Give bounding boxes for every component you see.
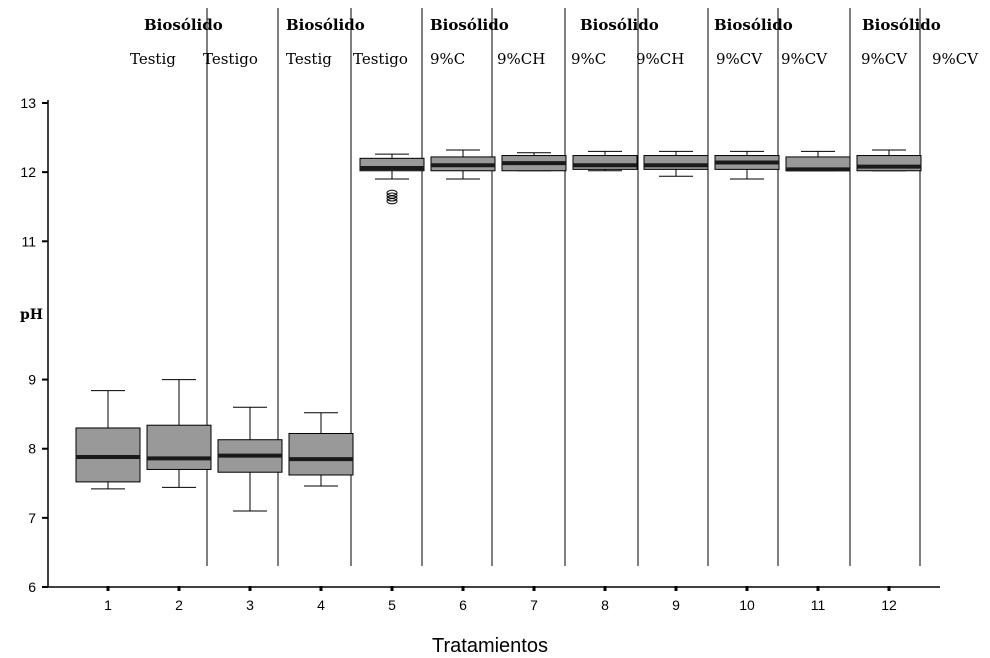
box-5-outlier-3	[386, 192, 398, 199]
box-5-outlier-4	[386, 189, 398, 196]
box-3	[217, 406, 283, 512]
x-tick-label-9: 9	[672, 597, 680, 613]
box-series	[75, 149, 922, 512]
box-4-iqr	[288, 433, 354, 476]
sub-label-7: 9%C	[571, 50, 606, 68]
x-tick-label-4: 4	[317, 597, 325, 613]
x-tick-label-6: 6	[459, 597, 467, 613]
group-label-1: Biosólido	[144, 16, 223, 34]
box-10	[714, 150, 780, 180]
y-tick-label-8: 8	[28, 441, 36, 457]
x-tick-label-8: 8	[601, 597, 609, 613]
y-tick-label-13: 13	[20, 95, 36, 111]
group-label-5: Biosólido	[714, 16, 793, 34]
box-12	[856, 149, 922, 172]
sub-label-4: Testigo	[353, 50, 408, 68]
x-tick-label-2: 2	[175, 597, 183, 613]
y-tick-label-11: 11	[21, 233, 36, 249]
group-label-6: Biosólido	[862, 16, 941, 34]
group-label-4: Biosólido	[580, 16, 659, 34]
box-8-iqr	[572, 155, 638, 170]
x-tick-label-7: 7	[530, 597, 538, 613]
y-tick-label-9: 9	[28, 372, 36, 388]
box-7	[501, 152, 567, 172]
y-tick-label-12: 12	[20, 164, 36, 180]
sub-label-6: 9%CH	[497, 50, 545, 68]
x-tick-label-12: 12	[881, 597, 897, 613]
box-1-iqr	[75, 427, 141, 483]
box-6	[430, 149, 496, 180]
box-4	[288, 412, 354, 487]
box-9-iqr	[643, 155, 709, 170]
box-9	[643, 150, 709, 177]
sub-label-3: Testig	[286, 50, 332, 68]
box-2-iqr	[146, 424, 212, 470]
header-labels: Biosólido Biosólido Biosólido Biosólido Bios…	[130, 16, 979, 68]
box-11	[785, 150, 851, 172]
group-label-3: Biosólido	[430, 16, 509, 34]
group-dividers	[206, 8, 921, 566]
sub-label-1: Testig	[130, 50, 176, 68]
y-tick-label-6: 6	[28, 579, 36, 595]
box-5	[359, 153, 425, 205]
x-tick-label-10: 10	[739, 597, 755, 613]
sub-label-2: Testigo	[203, 50, 258, 68]
sub-label-11: 9%CV	[861, 50, 908, 68]
box-1	[75, 390, 141, 490]
x-tick-label-11: 11	[811, 597, 826, 613]
box-8	[572, 150, 638, 172]
group-label-2: Biosólido	[286, 16, 365, 34]
box-2	[146, 379, 212, 488]
y-tick-label-7: 7	[28, 510, 36, 526]
x-tick-label-1: 1	[104, 597, 112, 613]
x-axis-label: Tratamientos	[432, 635, 548, 657]
sub-label-12: 9%CV	[932, 50, 979, 68]
sub-label-10: 9%CV	[781, 50, 828, 68]
x-tick-label-3: 3	[246, 597, 254, 613]
sub-label-9: 9%CV	[716, 50, 763, 68]
x-tick-label-5: 5	[388, 597, 396, 613]
y-axis-label: pH	[20, 307, 43, 323]
sub-label-8: 9%CH	[636, 50, 684, 68]
sub-label-5: 9%C	[430, 50, 465, 68]
